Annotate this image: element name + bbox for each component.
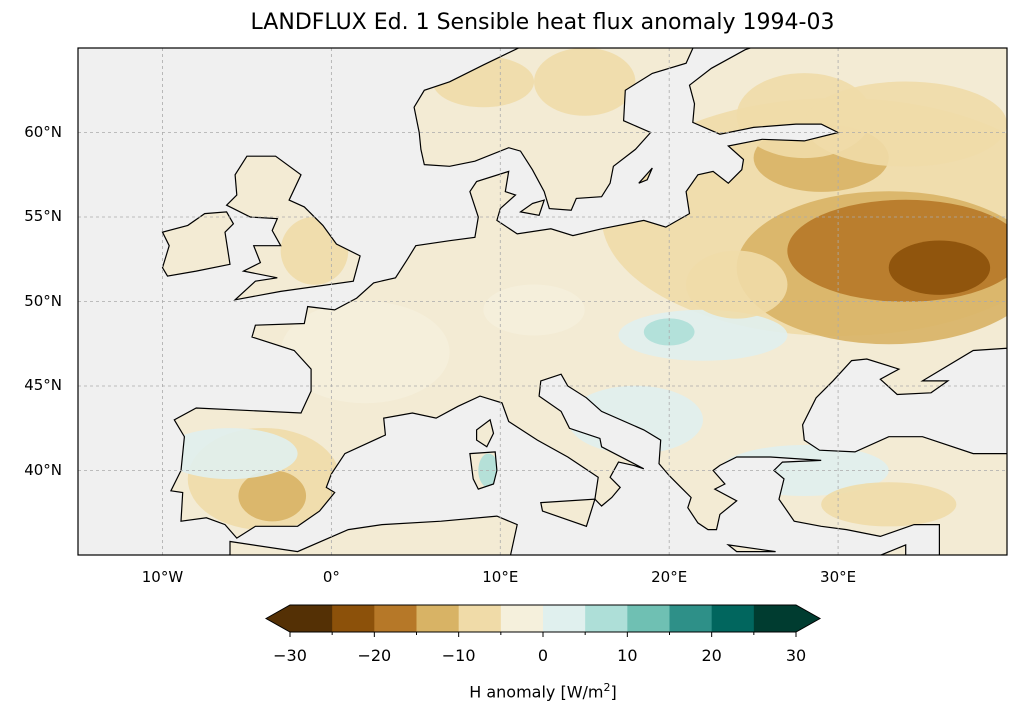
coastline-britain (225, 155, 361, 301)
lon-tick-label: 30°E (820, 568, 857, 586)
colorbar-tick-label: −10 (441, 646, 476, 665)
anomaly-patch (888, 240, 991, 295)
colorbar-segment (753, 605, 797, 632)
lat-tick-label: 45°N (24, 376, 62, 394)
lat-tick-label: 60°N (24, 122, 62, 141)
anomaly-patch (238, 470, 307, 522)
colorbar-segment (458, 605, 502, 632)
colorbar-segment (543, 605, 586, 632)
map-title: LANDFLUX Ed. 1 Sensible heat flux anomal… (250, 10, 835, 35)
anomaly-patch (483, 284, 585, 336)
colorbar-tick-label: −30 (273, 646, 307, 665)
lon-tick-label: 20°E (651, 568, 688, 586)
lat-tick-label: 40°N (24, 460, 62, 479)
coastline-mainland (169, 48, 1007, 555)
lat-tick-label: 50°N (24, 291, 62, 310)
colorbar-extend-high (796, 605, 820, 632)
colorbar-tick-label: 20 (701, 646, 722, 665)
lon-tick-label: 0° (322, 568, 340, 586)
map-frame (77, 47, 1008, 556)
colorbar-label: H anomaly [W/m2] (469, 681, 617, 702)
lat-tick-label: 55°N (24, 207, 62, 225)
colorbar-segment (669, 605, 713, 632)
coastline-africa (229, 515, 518, 555)
colorbar-tick-label: 0 (537, 646, 549, 665)
colorbar-tick-label: −20 (357, 646, 392, 665)
anomaly-patch (534, 48, 636, 116)
coastline-gotland (638, 167, 653, 184)
coastline-ireland (161, 211, 235, 277)
colorbar-segment (416, 605, 460, 632)
coastline-cyprus (879, 544, 907, 555)
anomaly-patch (686, 250, 788, 319)
anomaly-patch (162, 428, 298, 480)
colorbar-segment (290, 605, 333, 632)
coastline-crete (726, 543, 776, 553)
colorbar-tick-label: 30 (785, 646, 807, 665)
coastline-sicily (540, 498, 596, 528)
coastline-scandinavia (413, 48, 694, 211)
anomaly-patch (821, 482, 957, 527)
coastline-sardinia (469, 451, 498, 490)
colorbar-segment (627, 605, 670, 632)
colorbar-segment (374, 605, 417, 632)
colorbar-segment (500, 605, 544, 632)
coastline-zealand (518, 199, 546, 216)
anomaly-patch (804, 81, 1007, 167)
colorbar (264, 604, 822, 637)
colorbar-segment (585, 605, 628, 632)
colorbar-segment (711, 605, 755, 632)
colorbar-segment (332, 605, 375, 632)
coastline-corsica (476, 418, 495, 448)
lon-tick-label: 10°E (482, 568, 519, 586)
colorbar-extend-low (266, 605, 290, 632)
anomaly-patch (280, 301, 450, 404)
anomaly-patch (618, 309, 788, 361)
colorbar-tick-label: 10 (617, 646, 638, 665)
lon-tick-label: 10°W (141, 568, 184, 586)
